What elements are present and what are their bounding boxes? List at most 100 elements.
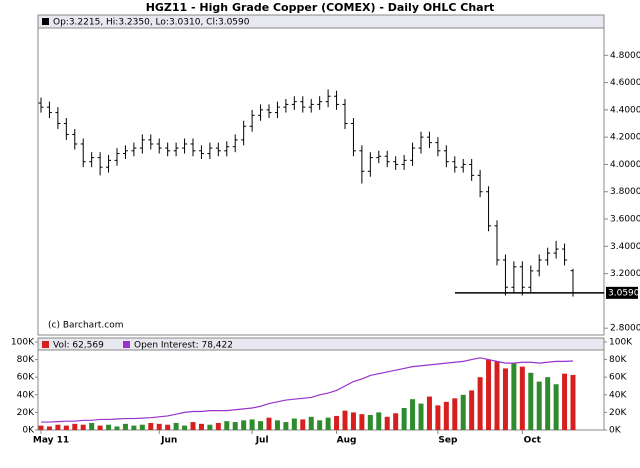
volume-bar bbox=[63, 425, 69, 430]
volume-bar bbox=[334, 415, 340, 430]
y-tick-label: 3.4000 bbox=[610, 242, 640, 252]
volume-bar bbox=[367, 415, 373, 430]
volume-bar bbox=[528, 372, 534, 430]
open-interest-line bbox=[41, 357, 574, 423]
volume-bar bbox=[198, 423, 204, 430]
last-price-label: 3.0590 bbox=[608, 288, 640, 298]
volume-bar bbox=[376, 412, 382, 430]
volume-bar bbox=[317, 420, 323, 430]
x-tick-label: Jul bbox=[255, 436, 269, 446]
volume-bar bbox=[106, 424, 112, 430]
volume-bar bbox=[486, 359, 492, 430]
y-tick-label: 2.8000 bbox=[610, 324, 640, 334]
volume-bar bbox=[300, 419, 306, 430]
y-tick-label: 20K bbox=[17, 408, 35, 418]
y-tick-label: 40K bbox=[17, 390, 35, 400]
y-tick-label: 4.2000 bbox=[610, 133, 640, 143]
y-tick-label: 3.8000 bbox=[610, 187, 640, 197]
volume-bar bbox=[122, 423, 128, 430]
volume-bar bbox=[46, 426, 52, 430]
volume-bar bbox=[283, 422, 289, 430]
y-tick-label: 80K bbox=[609, 355, 627, 365]
volume-bar bbox=[325, 417, 331, 430]
y-tick-label: 3.6000 bbox=[610, 215, 640, 225]
volume-bar bbox=[190, 422, 196, 430]
volume-bar bbox=[173, 422, 179, 430]
legend-swatch bbox=[123, 341, 130, 348]
volume-bar bbox=[258, 421, 264, 430]
volume-bar bbox=[249, 419, 255, 430]
volume-bar bbox=[511, 363, 517, 430]
volume-bar bbox=[148, 422, 154, 430]
volume-bar bbox=[359, 414, 365, 430]
volume-bar bbox=[97, 425, 103, 430]
y-tick-label: 60K bbox=[17, 373, 35, 383]
volume-bar bbox=[165, 424, 171, 430]
volume-bar bbox=[553, 384, 559, 430]
volume-bar bbox=[291, 418, 297, 430]
legend-entry: Open Interest: 78,422 bbox=[134, 341, 233, 351]
volume-panel bbox=[37, 337, 605, 431]
volume-bar bbox=[342, 410, 348, 430]
volume-bar bbox=[452, 398, 458, 430]
volume-bar bbox=[131, 425, 137, 430]
legend-entry: Vol: 62,569 bbox=[53, 341, 104, 351]
y-tick-label: 3.2000 bbox=[610, 269, 640, 279]
x-tick-label: Jun bbox=[160, 436, 177, 446]
volume-bar bbox=[266, 417, 272, 430]
volume-bar bbox=[384, 416, 390, 430]
volume-bar bbox=[435, 405, 441, 430]
volume-legend-band bbox=[37, 337, 605, 351]
volume-bar bbox=[215, 422, 221, 430]
volume-bar bbox=[469, 390, 475, 430]
x-tick-label: Sep bbox=[438, 436, 458, 446]
chart-title: HGZ11 - High Grade Copper (COMEX) - Dail… bbox=[146, 1, 495, 14]
volume-bar bbox=[494, 361, 500, 430]
volume-bar bbox=[418, 403, 424, 430]
volume-bar bbox=[460, 394, 466, 430]
y-tick-label: 20K bbox=[609, 408, 627, 418]
legend-swatch bbox=[42, 341, 49, 348]
y-tick-label: 4.0000 bbox=[610, 160, 640, 170]
y-tick-label: 0K bbox=[609, 426, 622, 436]
volume-bar bbox=[502, 368, 508, 430]
volume-bar bbox=[308, 416, 314, 430]
y-tick-label: 40K bbox=[609, 390, 627, 400]
volume-bar bbox=[38, 425, 44, 430]
y-tick-label: 100K bbox=[11, 338, 35, 348]
volume-bar bbox=[80, 424, 86, 430]
volume-bar bbox=[393, 413, 399, 430]
volume-bar bbox=[477, 377, 483, 430]
price-legend-band bbox=[37, 14, 605, 29]
volume-bar bbox=[519, 366, 525, 430]
price-panel bbox=[37, 14, 605, 336]
volume-bar bbox=[274, 420, 280, 430]
volume-bar bbox=[426, 396, 432, 430]
volume-bar bbox=[562, 373, 568, 430]
y-tick-label: 100K bbox=[609, 338, 633, 348]
volume-bar bbox=[443, 401, 449, 430]
volume-bar bbox=[545, 377, 551, 430]
volume-bar bbox=[570, 374, 576, 430]
volume-bar bbox=[72, 423, 78, 430]
price-legend: Op:3.2215, Hi:3.2350, Lo:3.0310, Cl:3.05… bbox=[53, 18, 250, 28]
volume-bar bbox=[182, 425, 188, 430]
x-tick-label: May 11 bbox=[33, 436, 69, 446]
volume-bar bbox=[224, 421, 230, 430]
volume-bar bbox=[232, 422, 238, 430]
y-tick-label: 4.8000 bbox=[610, 51, 640, 61]
y-tick-label: 4.6000 bbox=[610, 78, 640, 88]
volume-bar bbox=[350, 412, 356, 430]
volume-bar bbox=[89, 422, 95, 430]
volume-bar bbox=[241, 420, 247, 430]
legend-swatch bbox=[42, 18, 49, 25]
volume-bar bbox=[401, 408, 407, 430]
volume-bar bbox=[207, 424, 213, 430]
volume-bar bbox=[156, 423, 162, 430]
y-tick-label: 4.4000 bbox=[610, 105, 640, 115]
last-price-box bbox=[606, 286, 638, 299]
y-tick-label: 0K bbox=[22, 426, 35, 436]
volume-bar bbox=[410, 399, 416, 430]
